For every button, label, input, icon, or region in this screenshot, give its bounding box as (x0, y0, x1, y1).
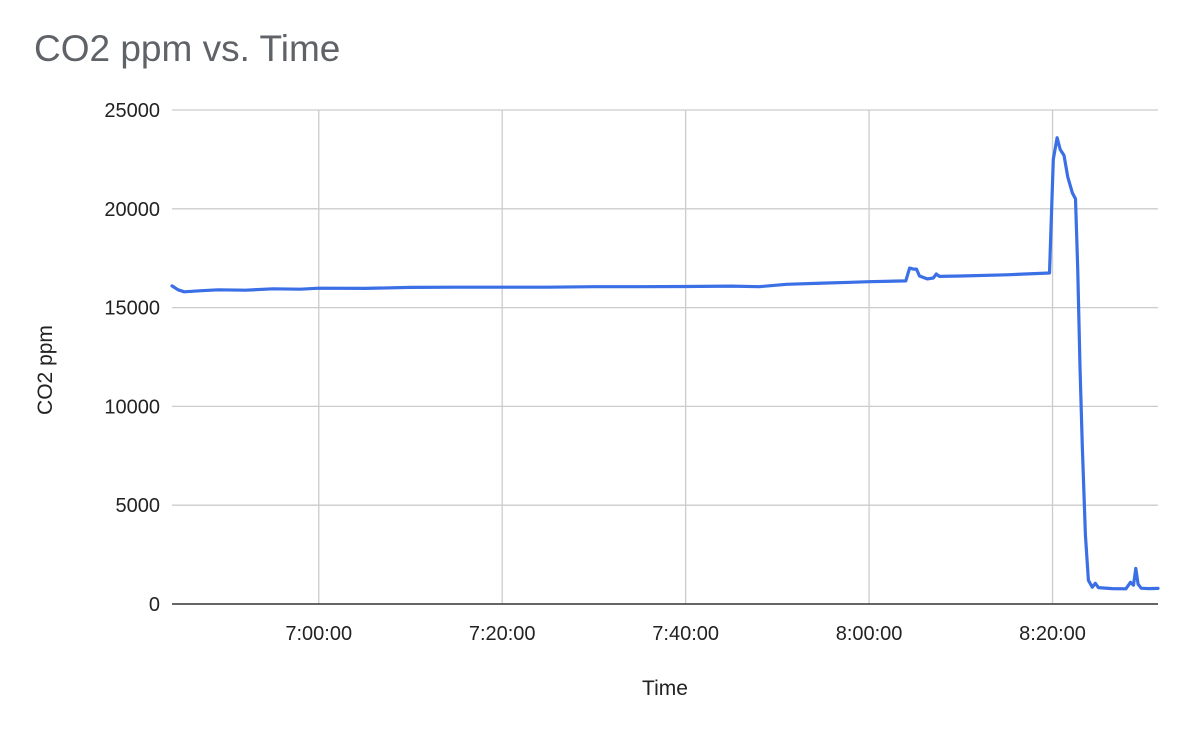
tick-labels: 0 5000 10000 15000 20000 25000 7:00:00 7:20:00 7… (104, 100, 1086, 645)
x-tick-label: 7:20:00 (469, 623, 536, 645)
y-tick-label: 0 (149, 594, 160, 616)
x-tick-label: 8:20:00 (1019, 623, 1086, 645)
y-tick-label: 10000 (104, 396, 160, 418)
series-layer (170, 136, 1160, 591)
y-tick-label: 20000 (104, 199, 160, 221)
y-tick-label: 25000 (104, 100, 160, 122)
y-tick-label: 5000 (116, 495, 161, 517)
grid-layer (172, 109, 1158, 605)
series-line-co2-ppm (170, 136, 1160, 591)
y-axis-title: CO2 ppm (34, 325, 57, 415)
y-tick-label: 15000 (104, 298, 160, 320)
x-tick-label: 8:00:00 (836, 623, 903, 645)
x-tick-label: 7:40:00 (652, 623, 719, 645)
chart-title: CO2 ppm vs. Time (34, 28, 341, 69)
x-axis-title: Time (642, 677, 688, 700)
x-tick-label: 7:00:00 (285, 623, 352, 645)
